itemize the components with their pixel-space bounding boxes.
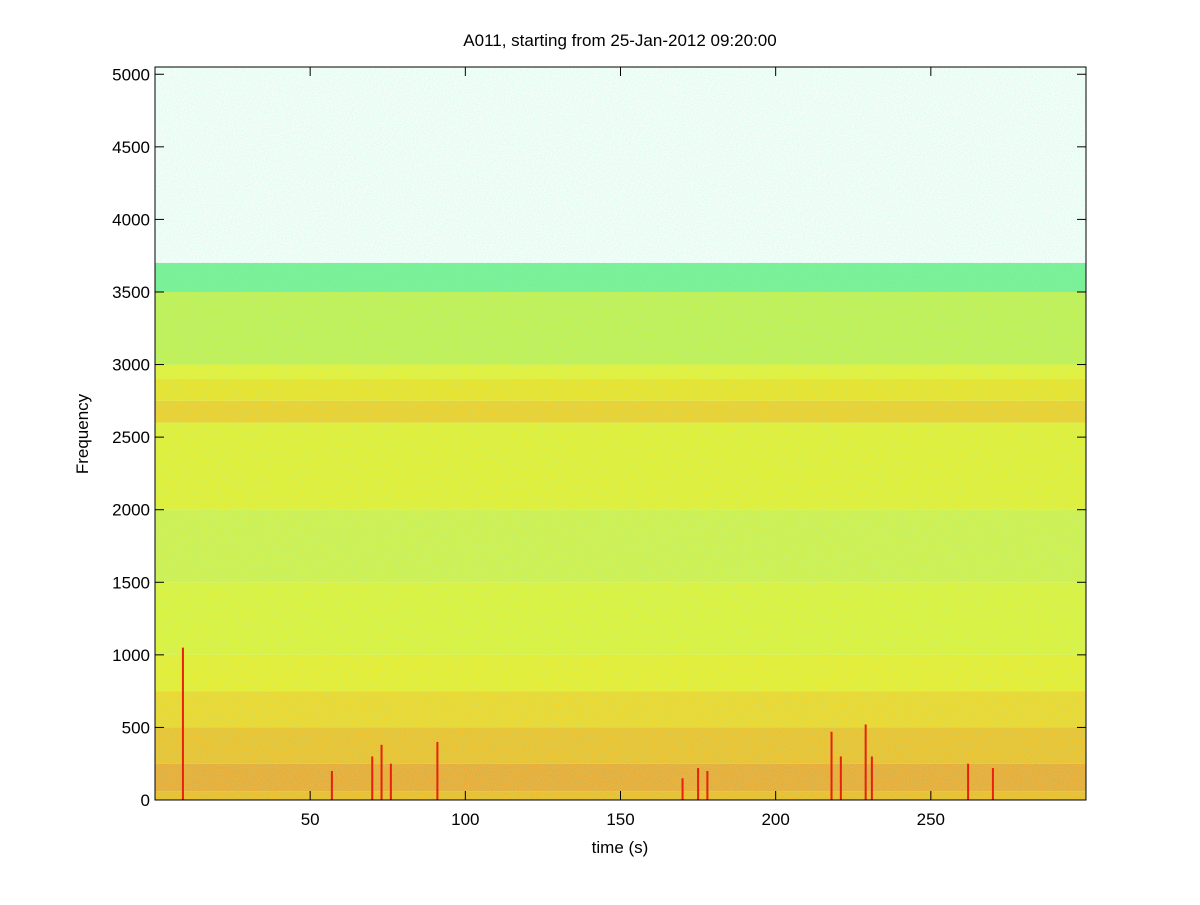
chart-title: A011, starting from 25-Jan-2012 09:20:00 (463, 31, 776, 50)
noise-texture (155, 67, 1086, 800)
x-tick-label: 200 (761, 810, 789, 829)
y-tick-label: 2000 (112, 501, 150, 520)
x-tick-label: 250 (917, 810, 945, 829)
x-tick-label: 150 (606, 810, 634, 829)
y-tick-label: 500 (122, 718, 150, 737)
y-tick-label: 1500 (112, 573, 150, 592)
y-tick-label: 3500 (112, 283, 150, 302)
y-tick-label: 4500 (112, 138, 150, 157)
x-tick-label: 100 (451, 810, 479, 829)
y-tick-label: 2500 (112, 428, 150, 447)
y-tick-label: 5000 (112, 65, 150, 84)
y-tick-label: 3000 (112, 356, 150, 375)
x-tick-label: 50 (301, 810, 320, 829)
y-axis-label: Frequency (73, 393, 92, 474)
x-axis-label: time (s) (592, 838, 649, 857)
y-tick-label: 1000 (112, 646, 150, 665)
y-tick-label: 4000 (112, 210, 150, 229)
y-tick-label: 0 (141, 791, 150, 810)
